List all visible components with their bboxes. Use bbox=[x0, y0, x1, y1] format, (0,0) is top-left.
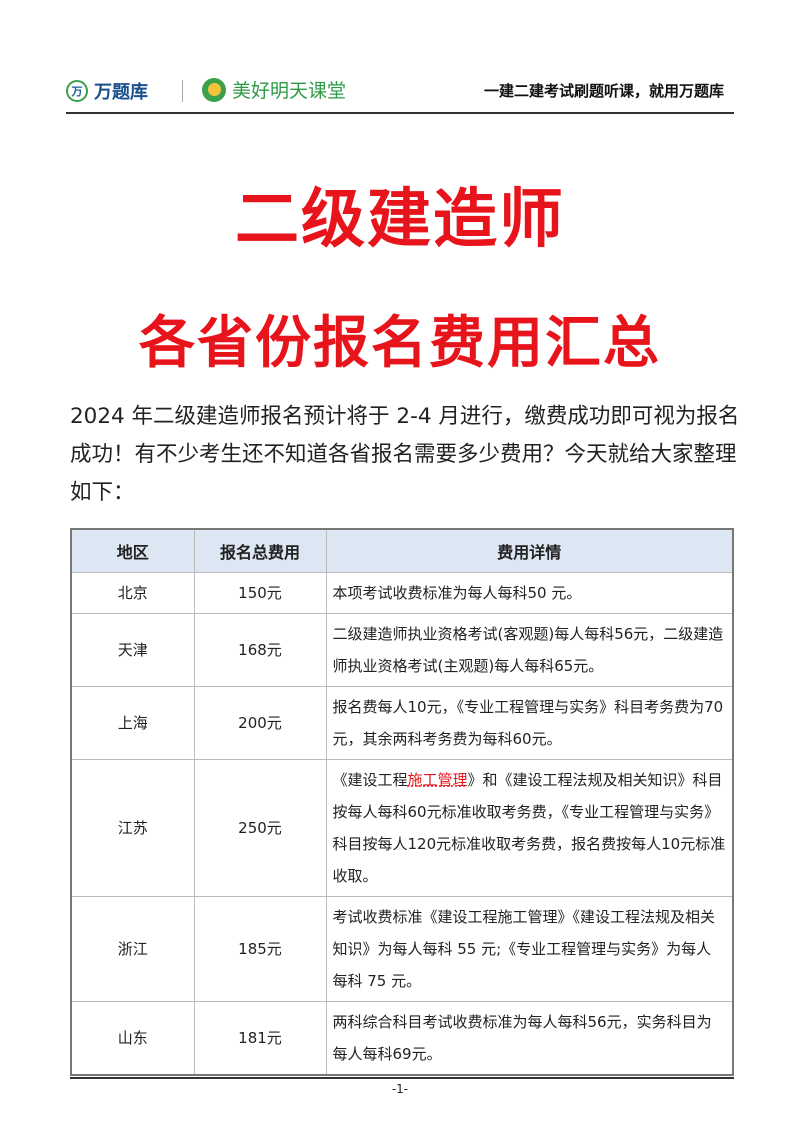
detail-text: 《建设工程 bbox=[332, 771, 408, 789]
table-row: 山东 181元 两科综合科目考试收费标准为每人每科56元，实务科目为每人每科69… bbox=[70, 1001, 734, 1076]
region-cell: 北京 bbox=[70, 572, 195, 614]
region-cell: 江苏 bbox=[70, 759, 195, 897]
detail-cell: 考试收费标准《建设工程施工管理》《建设工程法规及相关知识》为每人每科 55 元;… bbox=[325, 896, 734, 1002]
region-cell: 天津 bbox=[70, 613, 195, 687]
detail-cell: 《建设工程施工管理》和《建设工程法规及相关知识》科目按每人每科60元标准收取考务… bbox=[325, 759, 734, 897]
header-slogan: 一建二建考试刷题听课，就用万题库 bbox=[483, 82, 724, 100]
detail-cell: 报名费每人10元，《专业工程管理与实务》科目考务费为70元，其余两科考务费为每科… bbox=[325, 686, 734, 760]
meihao-brand: 美好明天课堂 bbox=[232, 80, 347, 102]
table-row: 天津 168元 二级建造师执业资格考试(客观题)每人每科56元，二级建造师执业资… bbox=[70, 613, 734, 687]
highlighted-text: 施工管理 bbox=[407, 771, 468, 789]
header-region: 地区 bbox=[70, 528, 195, 573]
region-cell: 山东 bbox=[70, 1001, 195, 1076]
page-title: 二级建造师 bbox=[235, 183, 565, 257]
logo-divider bbox=[182, 80, 183, 102]
intro-paragraph: 2024 年二级建造师报名预计将于 2-4 月进行，缴费成功即可视为报名成功！有… bbox=[70, 404, 740, 505]
total-cell: 168元 bbox=[193, 613, 327, 687]
meihao-logo: 美好明天课堂 bbox=[202, 76, 346, 103]
region-cell: 上海 bbox=[70, 686, 195, 760]
footer-divider bbox=[70, 1077, 734, 1079]
table-row: 江苏 250元 《建设工程施工管理》和《建设工程法规及相关知识》科目按每人每科6… bbox=[70, 759, 734, 897]
detail-cell: 两科综合科目考试收费标准为每人每科56元，实务科目为每人每科69元。 bbox=[325, 1001, 734, 1076]
fee-table: 地区 报名总费用 费用详情 北京 150元 本项考试收费标准为每人每科50 元。… bbox=[70, 528, 734, 1076]
page-subtitle: 各省份报名费用汇总 bbox=[139, 311, 661, 376]
table-row: 上海 200元 报名费每人10元，《专业工程管理与实务》科目考务费为70元，其余… bbox=[70, 686, 734, 760]
total-cell: 181元 bbox=[193, 1001, 327, 1076]
total-cell: 200元 bbox=[193, 686, 327, 760]
detail-cell: 二级建造师执业资格考试(客观题)每人每科56元，二级建造师执业资格考试(主观题)… bbox=[325, 613, 734, 687]
page-header: 万 万题库 美好明天课堂 一建二建考试刷题听课，就用万题库 bbox=[66, 72, 734, 114]
wantiku-brand: 万题库 bbox=[94, 82, 148, 103]
detail-text: 》和《建设工程法规及相关知识》科目按每人每科60元标准收取考务费，《专业工程管理… bbox=[332, 771, 726, 885]
total-cell: 250元 bbox=[193, 759, 327, 897]
table-row: 浙江 185元 考试收费标准《建设工程施工管理》《建设工程法规及相关知识》为每人… bbox=[70, 896, 734, 1002]
lion-icon bbox=[202, 77, 226, 102]
header-total: 报名总费用 bbox=[193, 528, 327, 573]
wantiku-logo: 万 万题库 bbox=[66, 78, 148, 104]
table-row: 北京 150元 本项考试收费标准为每人每科50 元。 bbox=[70, 572, 734, 614]
total-cell: 185元 bbox=[193, 896, 327, 1002]
table-header-row: 地区 报名总费用 费用详情 bbox=[70, 528, 734, 573]
region-cell: 浙江 bbox=[70, 896, 195, 1002]
wantiku-logo-icon: 万 bbox=[66, 80, 88, 102]
total-cell: 150元 bbox=[193, 572, 327, 614]
page-number: -1- bbox=[391, 1082, 409, 1096]
detail-cell: 本项考试收费标准为每人每科50 元。 bbox=[325, 572, 734, 614]
header-detail: 费用详情 bbox=[325, 528, 734, 573]
